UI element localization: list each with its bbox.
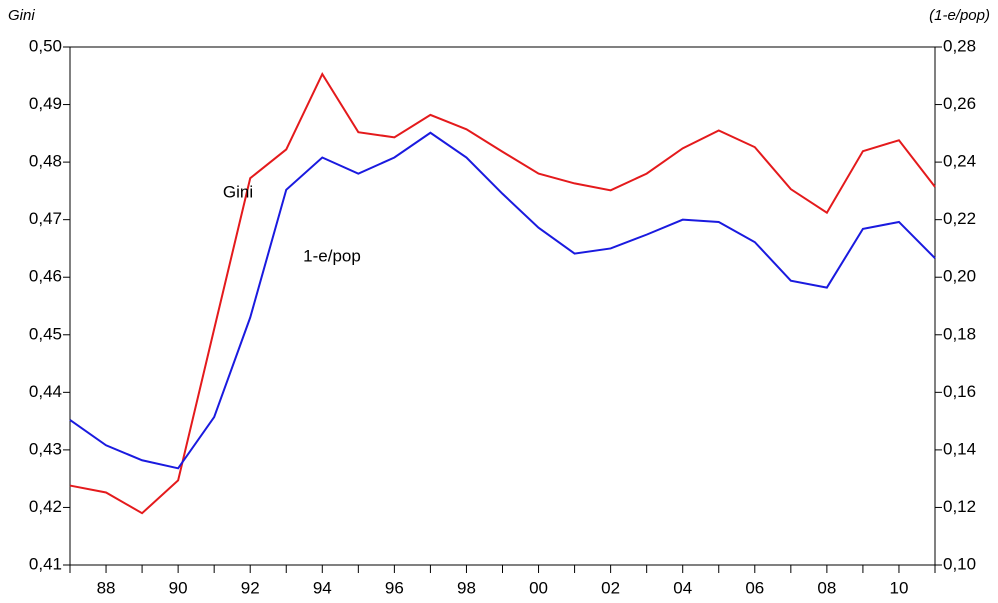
y-tick-label: 0,44: [29, 382, 62, 401]
y-tick-label: 0,45: [29, 324, 62, 343]
y-tick-label: 0,46: [29, 267, 62, 286]
y2-tick-label: 0,22: [943, 209, 976, 228]
y-tick-label: 0,47: [29, 209, 62, 228]
y-tick-label: 0,43: [29, 439, 62, 458]
y2-axis-title: (1-e/pop): [929, 7, 990, 24]
series-label: Gini: [223, 182, 253, 201]
x-tick-label: 00: [529, 578, 548, 597]
x-tick-label: 04: [673, 578, 692, 597]
y2-tick-label: 0,16: [943, 382, 976, 401]
x-tick-label: 98: [457, 578, 476, 597]
y2-tick-label: 0,26: [943, 94, 976, 113]
y2-tick-label: 0,20: [943, 267, 976, 286]
y2-tick-label: 0,12: [943, 497, 976, 516]
x-tick-label: 90: [169, 578, 188, 597]
y2-tick-label: 0,18: [943, 324, 976, 343]
x-tick-label: 96: [385, 578, 404, 597]
x-tick-label: 92: [241, 578, 260, 597]
y-tick-label: 0,41: [29, 554, 62, 573]
x-tick-label: 94: [313, 578, 332, 597]
plot-frame: [69, 46, 936, 566]
y-tick-label: 0,48: [29, 152, 62, 171]
x-tick-label: 10: [889, 578, 908, 597]
y2-tick-label: 0,14: [943, 439, 976, 458]
x-tick-label: 06: [745, 578, 764, 597]
x-tick-label: 08: [817, 578, 836, 597]
y-tick-label: 0,49: [29, 94, 62, 113]
series-line: [69, 71, 936, 515]
y-axis-title: Gini: [8, 7, 35, 24]
y-tick-label: 0,42: [29, 497, 62, 516]
y-tick-label: 0,50: [29, 36, 62, 55]
y2-tick-label: 0,28: [943, 36, 976, 55]
series-line: [69, 131, 936, 470]
y2-tick-label: 0,24: [943, 152, 976, 171]
x-tick-label: 02: [601, 578, 620, 597]
x-tick-label: 88: [97, 578, 116, 597]
y2-tick-label: 0,10: [943, 554, 976, 573]
series-label: 1-e/pop: [303, 246, 361, 265]
